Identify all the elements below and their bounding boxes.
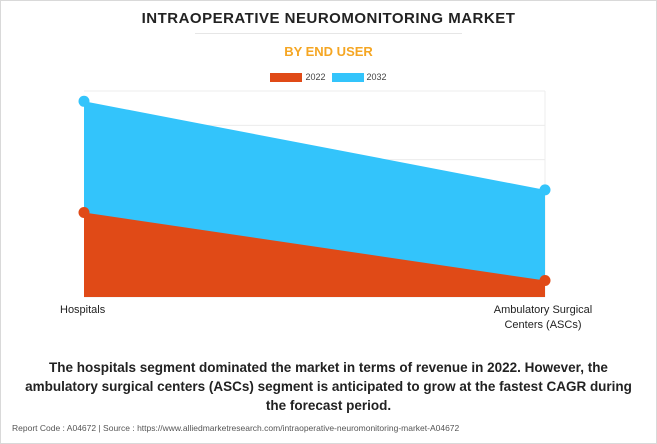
x-tick-label-ascs: Ambulatory Surgical Centers (ASCs) — [493, 304, 593, 331]
legend-swatch-2022 — [270, 72, 303, 82]
title-divider — [195, 33, 462, 34]
chart-title: INTRAOPERATIVE NEUROMONITORING MARKET — [141, 10, 516, 27]
legend: 2022 2032 — [0, 72, 657, 82]
report-footer: Report Code : A04672 | Source : https://… — [12, 423, 460, 433]
legend-swatch-2032 — [331, 72, 364, 82]
legend-item-2032: 2032 — [331, 72, 387, 82]
chart-caption: The hospitals segment dominated the mark… — [25, 360, 632, 413]
legend-label-2032: 2032 — [366, 72, 387, 82]
legend-item-2022: 2022 — [270, 72, 326, 82]
data-point-2032-0 — [78, 95, 90, 107]
legend-label-2022: 2022 — [305, 72, 326, 82]
data-point-2032-1 — [539, 184, 551, 196]
data-point-2022-0 — [78, 207, 90, 219]
data-point-2022-1 — [539, 275, 551, 287]
area-series-2022 — [84, 212, 545, 297]
x-tick-label-hospitals: Hospitals — [60, 304, 106, 316]
chart-subtitle: BY END USER — [284, 44, 373, 59]
